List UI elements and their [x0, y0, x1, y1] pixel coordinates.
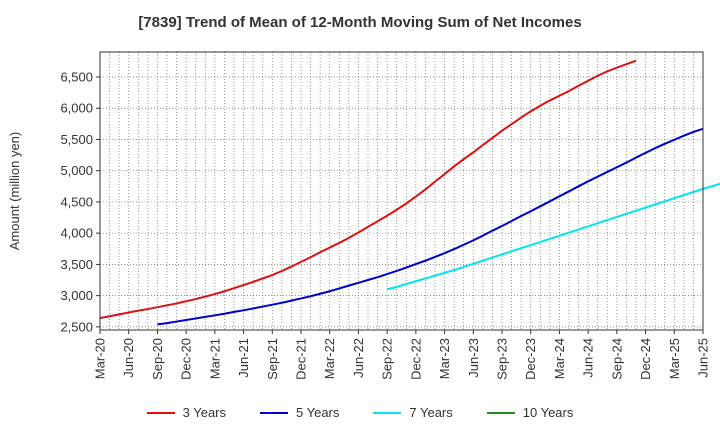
x-tick-label: Mar-20: [93, 338, 108, 379]
x-tick-label: Jun-20: [121, 338, 136, 378]
y-tick-label: 3,500: [60, 257, 93, 272]
y-axis-title: Amount (million yen): [7, 132, 22, 251]
legend-label: 7 Years: [409, 405, 453, 420]
y-tick-label: 4,500: [60, 194, 93, 209]
y-tick-label: 3,000: [60, 288, 93, 303]
x-tick-label: Dec-23: [523, 338, 538, 380]
plot-background: [100, 52, 703, 330]
y-tick-label: 2,500: [60, 319, 93, 334]
legend-swatch: [260, 411, 288, 414]
x-tick-label: Mar-21: [207, 338, 222, 379]
x-tick-label: Jun-22: [351, 338, 366, 378]
x-tick-label: Jun-24: [581, 338, 596, 378]
legend-label: 5 Years: [296, 405, 340, 420]
legend-swatch: [146, 411, 175, 414]
legend-swatch: [373, 411, 402, 414]
x-tick-label: Sep-24: [609, 338, 624, 380]
x-tick-label: Mar-22: [322, 338, 337, 379]
series-line-7-years: [386, 182, 720, 291]
chart-title: [7839] Trend of Mean of 12-Month Moving …: [138, 14, 582, 31]
x-tick-label: Mar-25: [667, 338, 682, 379]
x-tick-label: Sep-23: [495, 338, 510, 380]
legend-item: 7 Years: [373, 405, 453, 420]
x-tick-label: Mar-24: [552, 338, 567, 379]
series-line-3-years: [99, 59, 637, 320]
x-tick-label: Jun-25: [696, 338, 711, 378]
legend-label: 3 Years: [182, 405, 226, 420]
y-tick-label: 4,000: [60, 226, 93, 241]
x-tick-label: Dec-24: [638, 338, 653, 380]
chart-legend: 3 Years 5 Years 7 Years 10 Years: [0, 405, 720, 420]
legend-item: 10 Years: [486, 405, 574, 420]
series-line-5-years: [157, 127, 704, 326]
y-tick-label: 5,500: [60, 132, 93, 147]
legend-label: 10 Years: [522, 405, 574, 420]
legend-item: 5 Years: [260, 405, 339, 420]
x-tick-label: Sep-21: [265, 338, 280, 380]
x-tick-label: Sep-22: [380, 338, 395, 380]
legend-item: 3 Years: [146, 405, 226, 420]
y-tick-label: 6,500: [60, 69, 93, 84]
x-tick-label: Jun-21: [236, 338, 251, 378]
x-tick-label: Dec-22: [408, 338, 423, 380]
y-tick-label: 6,000: [60, 101, 93, 116]
x-tick-label: Mar-23: [437, 338, 452, 379]
x-tick-label: Dec-20: [179, 338, 194, 380]
plot-frame: [99, 51, 704, 331]
x-tick-label: Sep-20: [150, 338, 165, 380]
x-tick-label: Dec-21: [294, 338, 309, 380]
x-tick-label: Jun-23: [466, 338, 481, 378]
y-tick-label: 5,000: [60, 163, 93, 178]
legend-swatch: [486, 411, 515, 414]
